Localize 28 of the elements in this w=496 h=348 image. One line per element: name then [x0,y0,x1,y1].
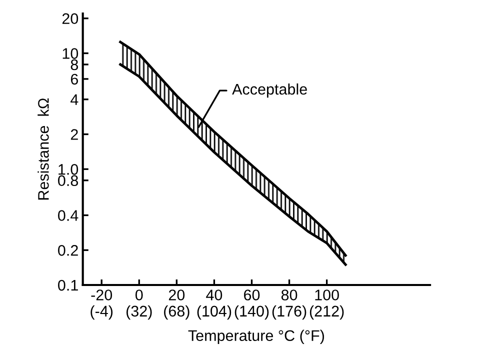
annotation: Acceptable [232,83,307,98]
y-tick-label: 8 [70,59,78,70]
y-tick-label: 10 [62,48,78,59]
y-tick-label: 4 [70,94,78,105]
x2-tick-label: (176) [272,305,306,320]
y-tick-label: 1.0 [58,164,78,175]
y-tick-label: 6 [70,74,78,85]
x-tick-label: 80 [281,290,298,300]
x-tick-label: -20 [91,290,112,300]
x2-tick-label: (140) [234,305,269,320]
x-tick-label: 20 [168,290,185,300]
x2-tick-label: (-4) [90,305,113,320]
y-tick-label: 2 [70,129,78,140]
y-tick-label: 0.4 [58,210,78,221]
y-tick-label: 0.2 [58,244,78,256]
x-axis-title: Temperature °C (°F) [188,330,324,344]
x-tick-label: 100 [315,290,339,300]
x-tick-label: 0 [135,290,143,300]
x-tick-label: 60 [244,290,260,300]
y-tick-label: 0.8 [58,175,78,186]
x2-tick-label: (104) [197,305,232,320]
y-axis-title: Resistance kΩ [38,98,49,200]
y-tick-label: 0.1 [58,280,78,291]
x2-tick-label: (68) [164,305,190,320]
x2-tick-label: (32) [126,305,152,320]
y-tick-label: 20 [62,13,78,24]
x-tick-label: 40 [206,290,222,300]
x2-tick-label: (212) [310,305,344,320]
